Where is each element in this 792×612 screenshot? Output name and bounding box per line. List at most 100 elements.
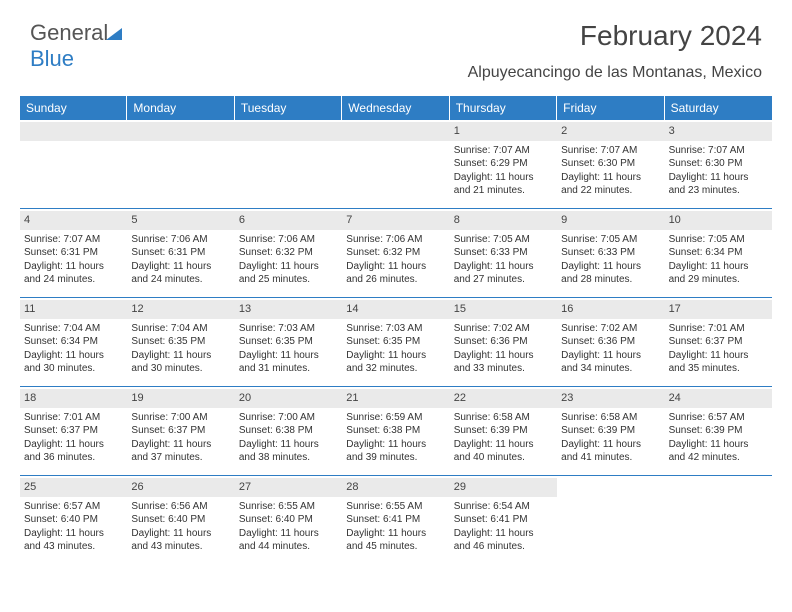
day-cell: 13Sunrise: 7:03 AMSunset: 6:35 PMDayligh… <box>235 298 342 386</box>
day-sunrise: Sunrise: 7:07 AM <box>454 144 553 158</box>
day-sunrise: Sunrise: 6:57 AM <box>669 411 768 425</box>
day-sunset: Sunset: 6:39 PM <box>454 424 553 438</box>
empty-day-cell <box>235 120 342 208</box>
day-daylight2: and 28 minutes. <box>561 273 660 287</box>
day-sunrise: Sunrise: 7:01 AM <box>669 322 768 336</box>
location-subtitle: Alpuyecancingo de las Montanas, Mexico <box>468 64 762 82</box>
day-number: 23 <box>557 389 664 408</box>
logo-text-1: General <box>30 20 108 45</box>
day-daylight2: and 34 minutes. <box>561 362 660 376</box>
day-cell: 28Sunrise: 6:55 AMSunset: 6:41 PMDayligh… <box>342 476 449 564</box>
empty-day-cell <box>127 120 234 208</box>
day-sunset: Sunset: 6:40 PM <box>239 513 338 527</box>
day-sunset: Sunset: 6:29 PM <box>454 157 553 171</box>
logo-text-2: Blue <box>30 46 74 71</box>
day-sunrise: Sunrise: 7:01 AM <box>24 411 123 425</box>
day-sunset: Sunset: 6:33 PM <box>561 246 660 260</box>
day-sunset: Sunset: 6:41 PM <box>346 513 445 527</box>
day-daylight1: Daylight: 11 hours <box>239 527 338 541</box>
day-cell: 3Sunrise: 7:07 AMSunset: 6:30 PMDaylight… <box>665 120 772 208</box>
day-daylight2: and 42 minutes. <box>669 451 768 465</box>
day-sunset: Sunset: 6:37 PM <box>669 335 768 349</box>
day-number: 1 <box>450 122 557 141</box>
day-daylight1: Daylight: 11 hours <box>454 438 553 452</box>
day-cell: 8Sunrise: 7:05 AMSunset: 6:33 PMDaylight… <box>450 209 557 297</box>
day-cell: 2Sunrise: 7:07 AMSunset: 6:30 PMDaylight… <box>557 120 664 208</box>
day-daylight1: Daylight: 11 hours <box>239 438 338 452</box>
day-daylight1: Daylight: 11 hours <box>239 349 338 363</box>
day-cell: 7Sunrise: 7:06 AMSunset: 6:32 PMDaylight… <box>342 209 449 297</box>
day-daylight1: Daylight: 11 hours <box>561 171 660 185</box>
day-sunset: Sunset: 6:39 PM <box>669 424 768 438</box>
day-cell: 21Sunrise: 6:59 AMSunset: 6:38 PMDayligh… <box>342 387 449 475</box>
day-sunset: Sunset: 6:36 PM <box>561 335 660 349</box>
day-sunrise: Sunrise: 7:05 AM <box>669 233 768 247</box>
logo: General Blue <box>30 20 122 72</box>
day-sunrise: Sunrise: 7:05 AM <box>454 233 553 247</box>
day-number: 2 <box>557 122 664 141</box>
day-sunset: Sunset: 6:38 PM <box>239 424 338 438</box>
week-row: 25Sunrise: 6:57 AMSunset: 6:40 PMDayligh… <box>20 476 772 564</box>
empty-day-cell <box>557 476 664 564</box>
day-number: 28 <box>342 478 449 497</box>
day-cell: 16Sunrise: 7:02 AMSunset: 6:36 PMDayligh… <box>557 298 664 386</box>
day-sunset: Sunset: 6:30 PM <box>561 157 660 171</box>
day-sunset: Sunset: 6:38 PM <box>346 424 445 438</box>
empty-day-cell <box>665 476 772 564</box>
day-sunrise: Sunrise: 6:55 AM <box>239 500 338 514</box>
day-daylight1: Daylight: 11 hours <box>346 349 445 363</box>
day-sunrise: Sunrise: 7:03 AM <box>239 322 338 336</box>
day-daylight1: Daylight: 11 hours <box>131 260 230 274</box>
day-daylight2: and 26 minutes. <box>346 273 445 287</box>
day-number-empty <box>127 122 234 141</box>
day-cell: 14 Sunrise: 7:03 AMSunset: 6:35 PMDayligh… <box>342 298 449 386</box>
day-daylight1: Daylight: 11 hours <box>24 349 123 363</box>
day-number: 15 <box>450 300 557 319</box>
day-cell: 1 Sunrise: 7:07 AMSunset: 6:29 PMDaylight… <box>450 120 557 208</box>
day-sunrise: Sunrise: 7:04 AM <box>131 322 230 336</box>
day-daylight2: and 30 minutes. <box>24 362 123 376</box>
day-number-empty <box>342 122 449 141</box>
day-number: 10 <box>665 211 772 230</box>
day-number: 18 <box>20 389 127 408</box>
day-daylight2: and 35 minutes. <box>669 362 768 376</box>
day-number: 4 <box>20 211 127 230</box>
day-cell: 6Sunrise: 7:06 AMSunset: 6:32 PMDaylight… <box>235 209 342 297</box>
day-cell: 29Sunrise: 6:54 AMSunset: 6:41 PMDayligh… <box>450 476 557 564</box>
day-daylight2: and 43 minutes. <box>24 540 123 554</box>
day-number: 29 <box>450 478 557 497</box>
day-sunrise: Sunrise: 7:03 AM <box>346 322 445 336</box>
day-number: 7 <box>342 211 449 230</box>
day-sunrise: Sunrise: 7:05 AM <box>561 233 660 247</box>
day-cell: 18Sunrise: 7:01 AMSunset: 6:37 PMDayligh… <box>20 387 127 475</box>
day-daylight1: Daylight: 11 hours <box>454 171 553 185</box>
day-sunset: Sunset: 6:35 PM <box>131 335 230 349</box>
day-cell: 26Sunrise: 6:56 AMSunset: 6:40 PMDayligh… <box>127 476 234 564</box>
day-cell: 10Sunrise: 7:05 AMSunset: 6:34 PMDayligh… <box>665 209 772 297</box>
day-daylight2: and 46 minutes. <box>454 540 553 554</box>
week-row: 11Sunrise: 7:04 AMSunset: 6:34 PMDayligh… <box>20 298 772 387</box>
day-daylight2: and 38 minutes. <box>239 451 338 465</box>
day-sunrise: Sunrise: 6:58 AM <box>561 411 660 425</box>
week-row: 1Sunrise: 7:07 AMSunset: 6:29 PMDaylight… <box>20 120 772 209</box>
day-daylight2: and 39 minutes. <box>346 451 445 465</box>
day-daylight1: Daylight: 11 hours <box>24 260 123 274</box>
day-sunrise: Sunrise: 6:54 AM <box>454 500 553 514</box>
day-cell: 19Sunrise: 7:00 AMSunset: 6:37 PMDayligh… <box>127 387 234 475</box>
day-daylight2: and 27 minutes. <box>454 273 553 287</box>
day-cell: 23Sunrise: 6:58 AMSunset: 6:39 PMDayligh… <box>557 387 664 475</box>
day-cell: 4Sunrise: 7:07 AMSunset: 6:31 PMDaylight… <box>20 209 127 297</box>
day-daylight1: Daylight: 11 hours <box>24 438 123 452</box>
day-sunrise: Sunrise: 6:58 AM <box>454 411 553 425</box>
day-sunrise: Sunrise: 7:00 AM <box>239 411 338 425</box>
day-daylight1: Daylight: 11 hours <box>131 349 230 363</box>
day-daylight2: and 43 minutes. <box>131 540 230 554</box>
day-number: 14 <box>342 300 449 319</box>
day-daylight1: Daylight: 11 hours <box>454 349 553 363</box>
day-sunset: Sunset: 6:35 PM <box>346 335 445 349</box>
weekday-header: Friday <box>557 96 664 120</box>
day-sunset: Sunset: 6:34 PM <box>669 246 768 260</box>
day-number: 24 <box>665 389 772 408</box>
day-cell: 9Sunrise: 7:05 AMSunset: 6:33 PMDaylight… <box>557 209 664 297</box>
day-daylight1: Daylight: 11 hours <box>24 527 123 541</box>
